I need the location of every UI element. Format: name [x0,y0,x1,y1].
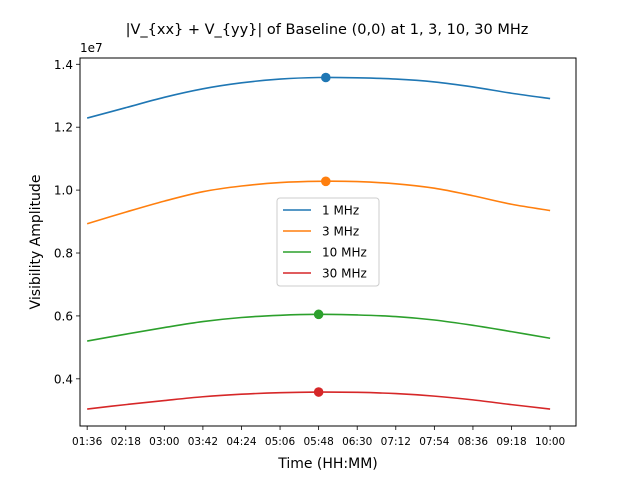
x-axis-label: Time (HH:MM) [277,456,378,472]
chart-title: |V_{xx} + V_{yy}| of Baseline (0,0) at 1… [126,22,529,38]
x-tick-label-8: 06:30 [342,436,372,448]
x-tick-label-1: 01:36 [72,436,103,448]
y-tick-label-1: 0.4 [54,372,73,386]
x-tick-label-2: 02:18 [111,436,141,448]
x-tick-label-5: 04:24 [226,436,257,448]
legend-label-4: 30 MHz [322,267,367,281]
x-tick-label-7: 05:48 [303,436,333,448]
x-tick-label-6: 05:06 [265,436,296,448]
y-tick-label-3: 0.8 [54,247,73,261]
series-line-2 [86,180,551,225]
y-tick-label-2: 0.6 [54,309,73,323]
x-tick-label-13: 10:00 [535,436,565,448]
series-marker-4 [313,387,324,397]
x-axis: 01:36 02:18 03:00 03:42 04:24 05:06 05:48 06:30… [72,426,565,448]
x-tick-label-10: 07:54 [419,436,450,448]
series-marker-2 [320,176,331,187]
series-marker-1 [320,72,331,83]
legend: 1 MHz 3 MHz 10 MHz 30 MHz [276,197,380,287]
x-tick-label-12: 09:18 [496,436,526,448]
x-tick-label-3: 03:00 [149,436,179,448]
y-tick-label-5: 1.2 [54,121,73,135]
x-tick-label-4: 03:42 [188,436,218,448]
y-scale-label: 1e7 [80,41,103,55]
series-marker-3 [313,309,324,320]
legend-box [276,197,380,287]
y-axis: 0.4 0.6 0.8 1.0 1.2 1.4 [54,58,80,386]
legend-label-3: 10 MHz [322,246,367,260]
y-axis-label: Visibility Amplitude [28,175,44,310]
legend-label-1: 1 MHz [322,204,359,218]
series-line-1 [86,76,551,119]
marker-layer [313,72,331,397]
x-tick-label-9: 07:12 [381,436,411,448]
x-tick-label-11: 08:36 [458,436,489,448]
y-tick-label-6: 1.4 [54,58,73,72]
y-tick-label-4: 1.0 [54,184,73,198]
legend-label-2: 3 MHz [322,225,359,239]
